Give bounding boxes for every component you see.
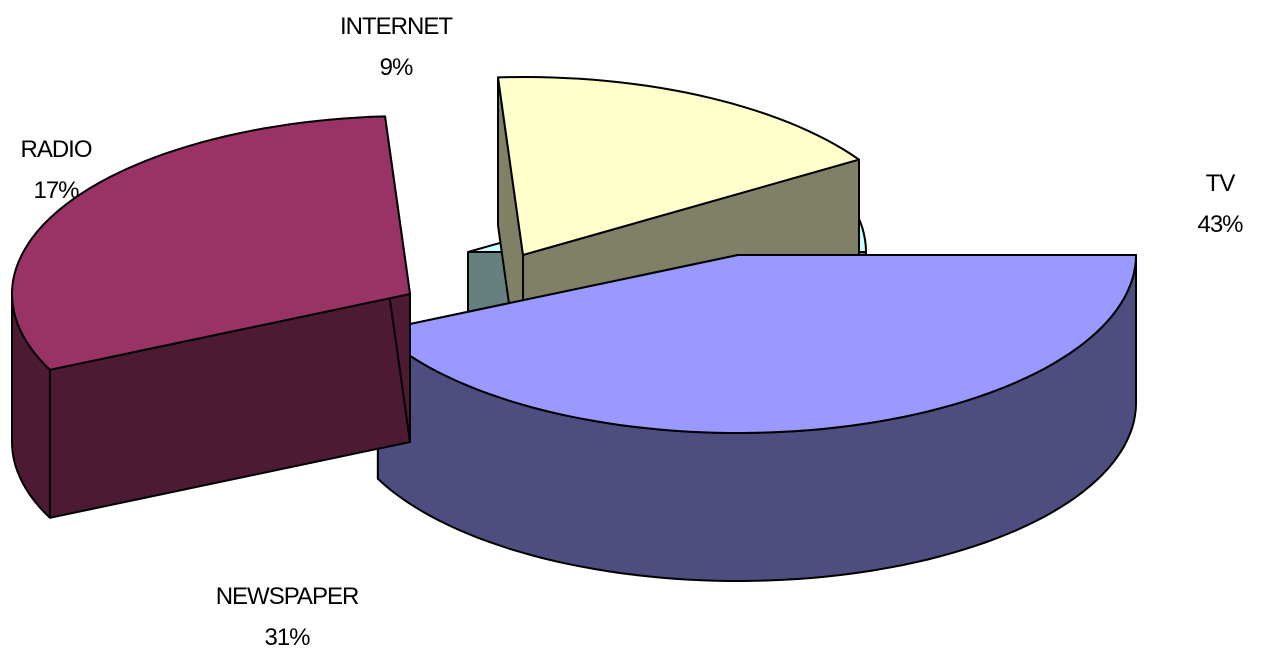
slice-label-radio: RADIO bbox=[20, 136, 91, 163]
slice-label-internet: INTERNET bbox=[340, 13, 453, 40]
slice-label-newspaper: NEWSPAPER bbox=[216, 583, 359, 610]
pie-top-radio bbox=[497, 76, 860, 256]
pie-top-tv bbox=[376, 254, 1137, 434]
pie-slice-tv bbox=[376, 254, 1137, 582]
pie-slice-newspaper bbox=[11, 115, 411, 519]
pie-shapes bbox=[11, 76, 1137, 582]
slice-value-internet: 9% bbox=[380, 54, 413, 81]
slice-value-tv: 43% bbox=[1197, 211, 1243, 238]
slice-label-tv: TV bbox=[1206, 170, 1236, 197]
pie-top-newspaper bbox=[11, 115, 411, 371]
pie-labels: TV 43% NEWSPAPER 31% RADIO 17% INTERNET … bbox=[20, 13, 1244, 651]
slice-value-newspaper: 31% bbox=[264, 624, 310, 651]
slice-value-radio: 17% bbox=[33, 177, 79, 204]
